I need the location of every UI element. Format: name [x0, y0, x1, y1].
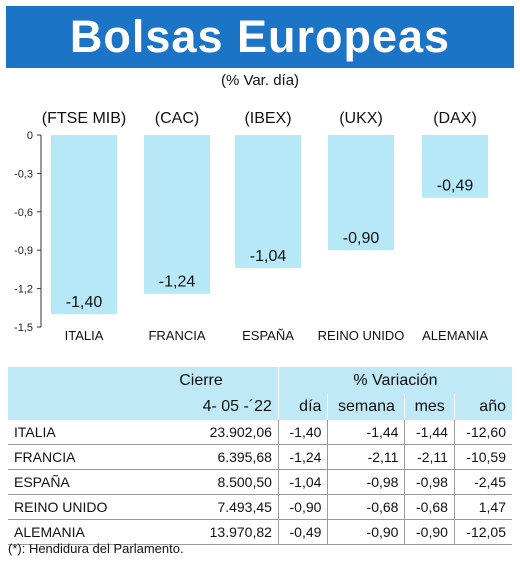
index-label: (FTSE MIB) [42, 110, 126, 127]
cell-spacer [124, 519, 197, 545]
cell-dia: -1,24 [277, 444, 328, 470]
footnote: (*): Hendidura del Parlamento. [8, 541, 184, 556]
cell-spacer [124, 494, 197, 520]
bar [235, 135, 301, 269]
chart-subtitle: (% Var. día) [220, 72, 300, 89]
table-row: ESPAÑA 8.500,50 -1,04 -0,98 -0,98 -2,45 [8, 469, 512, 495]
bar-value-label: -1,04 [250, 248, 287, 265]
cell-cierre: 8.500,50 [196, 469, 279, 495]
header-date: 4- 05 -´22 [124, 394, 279, 420]
bar [422, 135, 488, 198]
header-anio: año [453, 394, 512, 420]
cell-anio: -12,60 [453, 420, 512, 445]
cell-name: ESPAÑA [8, 469, 125, 495]
table-row: ITALIA 23.902,06 -1,40 -1,44 -1,44 -12,60 [8, 420, 512, 445]
header-blank-2 [8, 394, 125, 420]
cell-mes: -0,90 [404, 519, 455, 545]
y-tick-label: -0,6 [14, 207, 33, 219]
cell-anio: -2,45 [453, 469, 512, 495]
cell-dia: -1,40 [277, 420, 328, 445]
cell-name: ALEMANIA [8, 519, 125, 545]
index-label: (DAX) [433, 110, 477, 127]
bar-value-label: -0,49 [437, 178, 474, 195]
y-tick-label: -0,3 [14, 168, 33, 180]
category-label: FRANCIA [148, 328, 205, 343]
index-label: (CAC) [155, 110, 199, 127]
cell-dia: -0,49 [277, 519, 328, 545]
bar-value-label: -0,90 [343, 230, 380, 247]
cell-dia: -1,04 [277, 469, 328, 495]
table-sub-header-row: 4- 05 -´22 día semana mes año [8, 394, 512, 420]
title-banner: Bolsas Europeas [6, 6, 514, 68]
bar [51, 135, 117, 315]
header-dia: día [277, 394, 328, 420]
cell-mes: -2,11 [404, 444, 455, 470]
table-row: ALEMANIA 13.970,82 -0,49 -0,90 -0,90 -12,05 [8, 519, 512, 545]
header-mes: mes [404, 394, 455, 420]
table-row: FRANCIA 6.395,68 -1,24 -2,11 -2,11 -10,59 [8, 444, 512, 470]
bar-chart: 0 -0,3 -0,6 -0,9 -1,2 -1,5 -1,40 (FTSE MIB) ITAL… [14, 110, 488, 343]
index-label: (IBEX) [244, 110, 291, 127]
bar [144, 135, 210, 294]
cell-semana: -0,90 [327, 519, 405, 545]
table-group-header-row: Cierre % Variación [8, 367, 512, 394]
y-tick-label: 0 [27, 130, 33, 142]
cell-anio: -10,59 [453, 444, 512, 470]
y-tick-label: -1,5 [14, 322, 33, 334]
cell-semana: -0,68 [327, 494, 405, 520]
cell-name: FRANCIA [8, 444, 125, 470]
cell-semana: -1,44 [327, 420, 405, 445]
header-semana: semana [327, 394, 405, 420]
cell-name: ITALIA [8, 420, 125, 445]
bar [328, 135, 394, 251]
category-label: REINO UNIDO [318, 328, 405, 343]
cell-semana: -0,98 [327, 469, 405, 495]
cell-spacer [124, 444, 197, 470]
header-variacion: % Variación [277, 367, 512, 394]
category-label: ESPAÑA [242, 328, 294, 343]
table-row: REINO UNIDO 7.493,45 -0,90 -0,68 -0,68 1,47 [8, 494, 512, 520]
header-blank [8, 367, 125, 394]
cell-mes: -1,44 [404, 420, 455, 445]
category-label: ALEMANIA [422, 328, 488, 343]
bar-value-label: -1,40 [66, 294, 103, 311]
bar-value-label: -1,24 [159, 274, 196, 291]
cell-dia: -0,90 [277, 494, 328, 520]
page-title: Bolsas Europeas [69, 11, 451, 62]
cell-spacer [124, 420, 197, 445]
cell-anio: 1,47 [453, 494, 512, 520]
header-cierre: Cierre [124, 367, 279, 394]
cell-cierre: 23.902,06 [196, 420, 279, 445]
cell-cierre: 6.395,68 [196, 444, 279, 470]
cell-cierre: 7.493,45 [196, 494, 279, 520]
cell-name: REINO UNIDO [8, 494, 125, 520]
market-table: Cierre % Variación 4- 05 -´22 día semana… [8, 367, 512, 545]
cell-mes: -0,98 [404, 469, 455, 495]
category-label: ITALIA [65, 328, 104, 343]
cell-semana: -2,11 [327, 444, 405, 470]
index-label: (UKX) [339, 110, 383, 127]
cell-anio: -12,05 [453, 519, 512, 545]
cell-mes: -0,68 [404, 494, 455, 520]
cell-spacer [124, 469, 197, 495]
y-tick-label: -0,9 [14, 245, 33, 257]
cell-cierre: 13.970,82 [196, 519, 279, 545]
y-tick-label: -1,2 [14, 284, 33, 296]
